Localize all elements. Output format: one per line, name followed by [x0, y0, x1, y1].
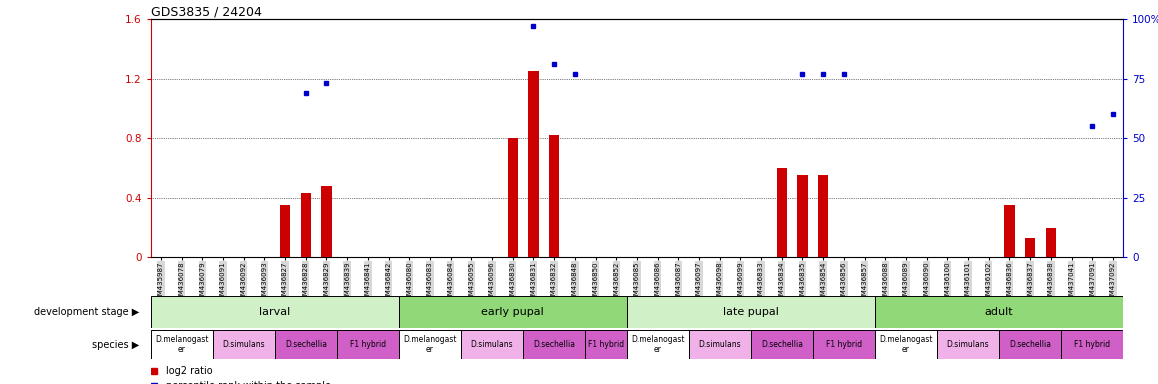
Text: F1 hybrid: F1 hybrid: [588, 340, 624, 349]
Text: D.melanogast
er: D.melanogast er: [879, 335, 932, 354]
Bar: [1004, 205, 1014, 257]
Bar: [777, 168, 787, 257]
Text: D.simulans: D.simulans: [698, 340, 741, 349]
Bar: [523, 330, 585, 359]
Bar: [999, 330, 1061, 359]
Bar: [689, 330, 750, 359]
Text: D.simulans: D.simulans: [470, 340, 513, 349]
Text: early pupal: early pupal: [482, 307, 544, 317]
Bar: [507, 138, 518, 257]
Text: GDS3835 / 24204: GDS3835 / 24204: [151, 5, 262, 18]
Bar: [398, 296, 626, 328]
Text: D.sechellia: D.sechellia: [533, 340, 576, 349]
Bar: [151, 330, 213, 359]
Text: development stage ▶: development stage ▶: [34, 307, 139, 317]
Text: F1 hybrid: F1 hybrid: [1075, 340, 1111, 349]
Bar: [213, 330, 274, 359]
Bar: [1046, 227, 1056, 257]
Bar: [818, 175, 828, 257]
Bar: [626, 330, 689, 359]
Text: D.melanogast
er: D.melanogast er: [155, 335, 208, 354]
Bar: [398, 330, 461, 359]
Bar: [151, 296, 398, 328]
Text: D.sechellia: D.sechellia: [285, 340, 327, 349]
Bar: [321, 186, 331, 257]
Bar: [1061, 330, 1123, 359]
Text: percentile rank within the sample: percentile rank within the sample: [166, 381, 331, 384]
Text: log2 ratio: log2 ratio: [166, 366, 213, 376]
Text: D.melanogast
er: D.melanogast er: [403, 335, 456, 354]
Bar: [528, 71, 538, 257]
Bar: [461, 330, 523, 359]
Bar: [750, 330, 813, 359]
Text: D.melanogast
er: D.melanogast er: [631, 335, 684, 354]
Bar: [798, 175, 807, 257]
Bar: [875, 330, 937, 359]
Bar: [301, 193, 312, 257]
Text: F1 hybrid: F1 hybrid: [350, 340, 386, 349]
Text: D.simulans: D.simulans: [222, 340, 265, 349]
Bar: [280, 205, 291, 257]
Bar: [549, 135, 559, 257]
Text: adult: adult: [984, 307, 1013, 317]
Bar: [813, 330, 875, 359]
Bar: [937, 330, 999, 359]
Text: D.sechellia: D.sechellia: [761, 340, 802, 349]
Bar: [1025, 238, 1035, 257]
Bar: [585, 330, 626, 359]
Text: species ▶: species ▶: [91, 339, 139, 350]
Bar: [875, 296, 1123, 328]
Text: larval: larval: [259, 307, 291, 317]
Bar: [626, 296, 875, 328]
Text: D.simulans: D.simulans: [947, 340, 989, 349]
Text: F1 hybrid: F1 hybrid: [826, 340, 862, 349]
Bar: [337, 330, 398, 359]
Bar: [274, 330, 337, 359]
Text: D.sechellia: D.sechellia: [1009, 340, 1051, 349]
Text: late pupal: late pupal: [723, 307, 778, 317]
